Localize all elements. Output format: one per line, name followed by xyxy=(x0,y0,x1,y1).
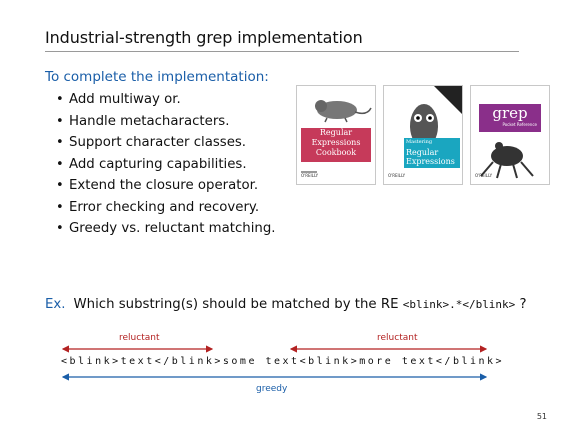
book-title-line: Expressions xyxy=(406,157,455,166)
example-text: Which substring(s) should be matched by … xyxy=(73,297,399,312)
bullet-text: Add capturing capabilities. xyxy=(69,156,247,172)
bullet-text: Add multiway or. xyxy=(69,92,181,107)
bullet-text: Extend the closure operator. xyxy=(69,178,259,193)
book-title-line: Mastering xyxy=(406,139,433,145)
bullet-text: Support character classes. xyxy=(69,135,247,150)
slide-title: Industrial-strength grep implementation xyxy=(45,28,363,47)
bullet-item: • Error checking and recovery. xyxy=(55,197,276,219)
bullet-text: Error checking and recovery. xyxy=(69,199,260,215)
reluctant-left-label: reluctant xyxy=(119,333,160,343)
bullet-item: • Add multiway or. xyxy=(55,89,276,111)
book-title-line: Expressions xyxy=(311,138,361,147)
intro-text: To complete the implementation: xyxy=(45,69,269,85)
book-cover-regex-cookbook: Regular Expressions Cookbook O'REILLY xyxy=(296,85,376,185)
bullet-item: • Extend the closure operator. xyxy=(55,175,276,197)
reluctant-right-label: reluctant xyxy=(377,333,418,343)
book-cover-grep-pocket: grep Pocket Reference O'REILLY xyxy=(470,85,550,185)
bullet-item: • Greedy vs. reluctant matching. xyxy=(55,218,276,240)
title-divider xyxy=(45,51,519,52)
bullet-dot-icon: • xyxy=(56,135,64,150)
book-title-line: Regular xyxy=(406,147,439,157)
bullet-text: Handle metacharacters. xyxy=(69,113,230,129)
rat-illustration-icon xyxy=(301,100,372,173)
bullet-item: • Support character classes. xyxy=(55,132,276,154)
book-publisher: O'REILLY xyxy=(301,173,319,178)
example-suffix: ? xyxy=(519,297,527,312)
book-publisher: O'REILLY xyxy=(388,173,406,178)
example-regex: <blink>.*</blink> xyxy=(402,298,516,311)
book-title: grep xyxy=(492,104,528,122)
bullet-text: Greedy vs. reluctant matching. xyxy=(69,221,276,236)
frog-illustration-icon xyxy=(479,104,541,179)
owl-illustration-icon xyxy=(404,86,462,168)
book-publisher: O'REILLY xyxy=(475,173,493,178)
page-number: 51 xyxy=(536,412,547,421)
book-title: Regular Expressions Cookbook xyxy=(301,128,371,158)
bullet-dot-icon: • xyxy=(56,92,64,107)
book-title-line: Cookbook xyxy=(315,148,357,157)
book-title: Mastering Regular Expressions xyxy=(406,138,460,167)
bullet-list: • Add multiway or. • Handle metacharacters… xyxy=(55,89,276,240)
bullet-dot-icon: • xyxy=(56,178,64,193)
bullet-dot-icon: • xyxy=(56,156,64,172)
bullet-item: • Add capturing capabilities. xyxy=(55,154,276,176)
book-title-line: Regular xyxy=(319,128,353,137)
greedy-label: greedy xyxy=(256,384,288,394)
book-subtitle: Pocket Reference xyxy=(502,122,537,127)
bullet-dot-icon: • xyxy=(56,199,64,215)
bullet-dot-icon: • xyxy=(56,221,64,236)
example-question: Ex. Which substring(s) should be matched … xyxy=(45,297,527,312)
sample-text: <blink>text</blink>some text<blink>more … xyxy=(61,356,505,367)
book-cover-mastering-regex: Mastering Regular Expressions O'REILLY xyxy=(383,85,463,185)
example-prefix: Ex. xyxy=(45,297,66,312)
bullet-item: • Handle metacharacters. xyxy=(55,111,276,133)
bullet-dot-icon: • xyxy=(56,113,64,129)
